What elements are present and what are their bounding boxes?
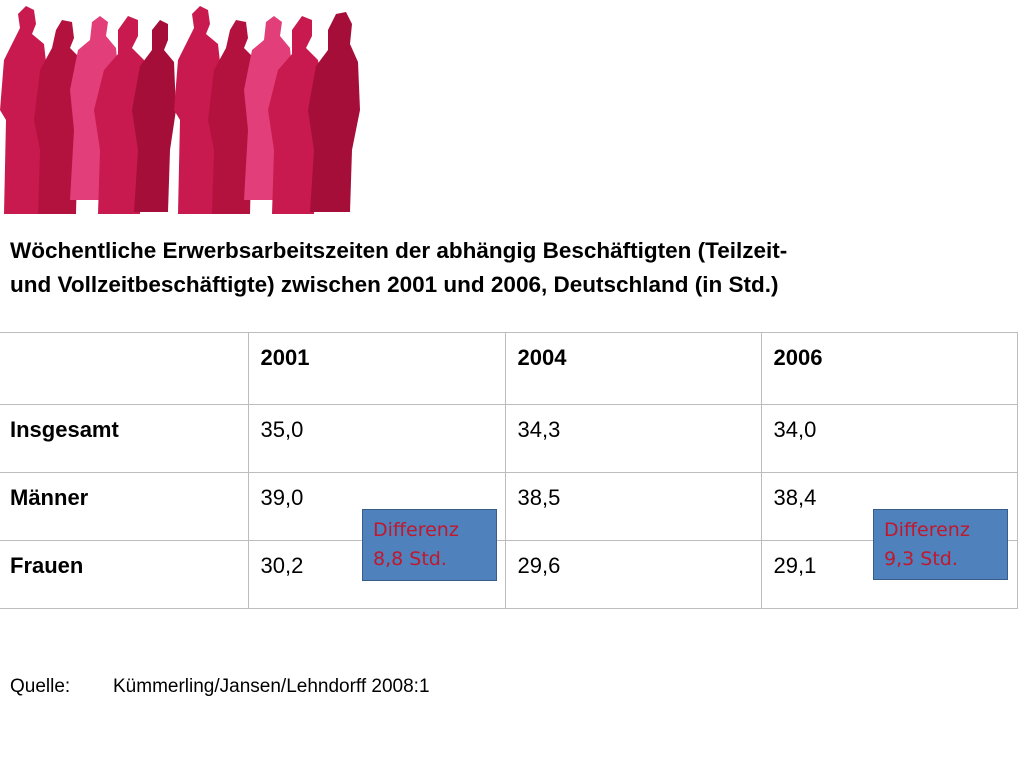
header-cell-empty	[0, 332, 249, 405]
table-row: Insgesamt 35,0 34,3 34,0	[0, 404, 1018, 473]
row-label-frauen: Frauen	[0, 540, 249, 609]
table-cell: 35,0	[247, 404, 506, 473]
difference-value: 9,3 Std.	[884, 548, 958, 570]
table-row: Männer 39,0 38,5 38,4	[0, 472, 1018, 541]
difference-value: 8,8 Std.	[373, 548, 447, 570]
row-label-insgesamt: Insgesamt	[0, 404, 249, 473]
source-label: Quelle:	[10, 676, 71, 697]
difference-callout-2006: Differenz 9,3 Std.	[873, 509, 1008, 580]
silhouette-group-right	[174, 6, 360, 214]
title-line-1: Wöchentliche Erwerbsarbeitszeiten der ab…	[10, 238, 788, 263]
difference-callout-2001: Differenz 8,8 Std.	[362, 509, 497, 581]
row-label-maenner: Männer	[0, 472, 249, 541]
header-cell-2001: 2001	[247, 332, 506, 405]
source-citation: Quelle: Kümmerling/Jansen/Lehndorff 2008:…	[10, 676, 430, 698]
table-row: Frauen 30,2 29,6 29,1	[0, 540, 1018, 609]
table-cell: 38,5	[504, 472, 762, 541]
table-cell: 34,3	[504, 404, 762, 473]
difference-label: Differenz	[373, 519, 459, 541]
header-cell-2004: 2004	[504, 332, 762, 405]
women-silhouettes-illustration	[0, 6, 360, 214]
working-hours-table: 2001 2004 2006 Insgesamt 35,0 34,3 34,0 …	[0, 332, 1018, 609]
header-cell-2006: 2006	[760, 332, 1018, 405]
source-text: Kümmerling/Jansen/Lehndorff 2008:1	[113, 676, 430, 697]
difference-label: Differenz	[884, 519, 970, 541]
table-cell: 29,6	[504, 540, 762, 609]
table-cell: 34,0	[760, 404, 1018, 473]
title-line-2: und Vollzeitbeschäftigte) zwischen 2001 …	[10, 272, 779, 297]
page-title: Wöchentliche Erwerbsarbeitszeiten der ab…	[10, 234, 1015, 302]
silhouette-group-left	[0, 6, 176, 214]
table-header-row: 2001 2004 2006	[0, 332, 1018, 405]
